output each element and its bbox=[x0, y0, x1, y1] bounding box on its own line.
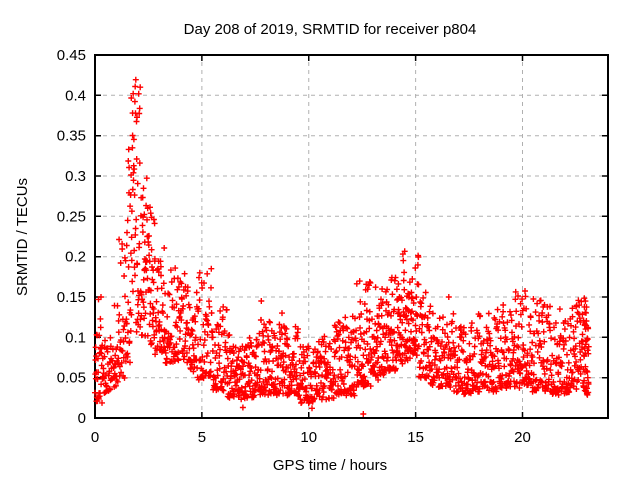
x-tick-label: 5 bbox=[198, 429, 206, 446]
y-tick-label: 0.1 bbox=[65, 329, 86, 346]
chart-title: Day 208 of 2019, SRMTID for receiver p80… bbox=[184, 21, 477, 38]
y-axis-label: SRMTID / TECUs bbox=[14, 178, 31, 296]
x-tick-label: 0 bbox=[91, 429, 99, 446]
plot-border bbox=[94, 54, 609, 419]
y-tick-labels: 0 0.05 0.1 0.15 0.2 0.25 0.3 0.35 0.4 0.45 bbox=[57, 47, 86, 427]
x-tick-labels: 0 5 10 15 20 bbox=[91, 429, 531, 446]
scatter-points-path bbox=[92, 76, 592, 417]
x-axis-label: GPS time / hours bbox=[273, 457, 387, 474]
y-tick-label: 0.25 bbox=[57, 208, 86, 225]
y-tick-label: 0.2 bbox=[65, 249, 86, 266]
x-tick-label: 10 bbox=[300, 429, 317, 446]
y-tick-label: 0.35 bbox=[57, 128, 86, 145]
x-tick-label: 15 bbox=[407, 429, 424, 446]
data-points-scatter bbox=[92, 76, 592, 417]
y-tick-label: 0.45 bbox=[57, 47, 86, 64]
y-tick-label: 0.3 bbox=[65, 168, 86, 185]
x-tick-label: 20 bbox=[514, 429, 531, 446]
border-rect bbox=[94, 54, 609, 419]
y-tick-label: 0.05 bbox=[57, 370, 86, 387]
y-tick-label: 0.15 bbox=[57, 289, 86, 306]
y-tick-label: 0.4 bbox=[65, 87, 86, 104]
y-tick-label: 0 bbox=[78, 410, 86, 427]
